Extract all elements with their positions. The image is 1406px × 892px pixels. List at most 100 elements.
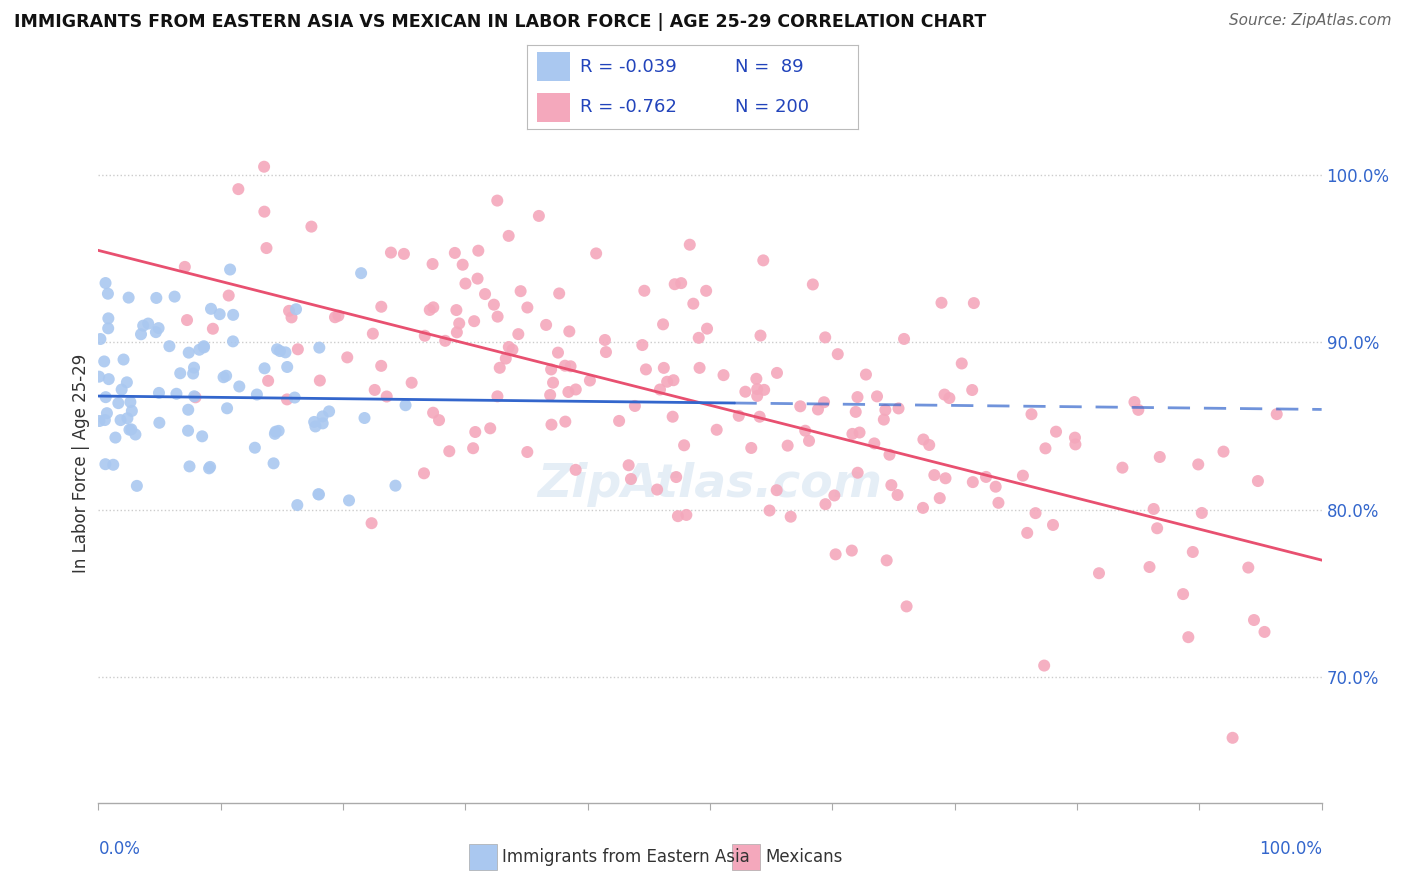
Point [422,406,444,420]
Point [823,488,845,502]
Point [879,448,901,462]
Point [120,422,142,436]
Point [276,392,298,407]
Point [308,487,330,501]
Point [1243,613,1265,627]
Point [695,284,717,298]
Point [749,328,772,343]
Point [148,321,170,335]
Point [463,314,485,328]
Point [516,301,538,315]
Point [94,457,117,471]
Point [776,439,799,453]
Point [1025,506,1047,520]
Point [166,386,188,401]
Point [311,409,333,424]
Point [454,277,477,291]
Point [449,317,471,331]
Point [748,409,770,424]
Point [145,325,167,339]
Point [1139,560,1161,574]
Point [461,441,484,455]
Point [434,334,457,348]
Bar [733,844,761,871]
Point [516,445,538,459]
Point [620,472,643,486]
Point [269,344,291,359]
Text: 0.0%: 0.0% [98,839,141,857]
Point [984,480,1007,494]
Point [918,438,941,452]
Point [747,382,769,396]
Point [488,360,510,375]
Point [446,326,468,340]
Point [201,322,224,336]
Bar [537,93,571,121]
Text: Immigrants from Eastern Asia: Immigrants from Eastern Asia [502,848,749,866]
Point [263,456,285,470]
Point [336,351,359,365]
Point [745,372,768,386]
Point [987,496,1010,510]
Point [896,599,918,614]
Point [443,246,465,260]
Point [1128,403,1150,417]
Point [1042,518,1064,533]
Point [486,194,509,208]
Point [1123,395,1146,409]
Point [962,475,984,489]
Text: N = 200: N = 200 [735,98,810,116]
Point [534,318,557,332]
Point [176,313,198,327]
Point [89,414,111,428]
Point [353,411,375,425]
Point [93,354,115,368]
Point [360,516,382,531]
Point [120,395,142,409]
Point [422,301,444,315]
Point [934,471,956,485]
Point [814,497,837,511]
Point [228,182,250,196]
Point [579,374,602,388]
Point [253,361,276,376]
Point [111,383,134,397]
Point [278,303,301,318]
Point [1181,545,1204,559]
Point [285,302,308,317]
Point [557,384,579,399]
Point [617,458,640,473]
Point [673,438,696,452]
Point [264,426,287,441]
Point [427,413,450,427]
Point [866,389,889,403]
Point [302,415,325,429]
Point [179,459,201,474]
Point [752,253,775,268]
Point [652,360,675,375]
Point [631,338,654,352]
Point [645,483,668,497]
Point [1171,587,1194,601]
Point [911,500,934,515]
Point [747,389,769,403]
Point [482,298,505,312]
Point [125,479,148,493]
Point [380,245,402,260]
Point [132,318,155,333]
Point [560,359,582,374]
Text: R = -0.039: R = -0.039 [581,58,676,76]
Point [928,491,950,505]
Point [467,244,489,258]
Point [215,368,238,383]
Point [846,466,869,480]
Point [564,463,586,477]
Point [266,343,288,357]
Point [280,310,302,325]
Point [1247,474,1270,488]
Point [827,347,849,361]
Point [1045,425,1067,439]
Point [1064,437,1087,451]
Point [665,470,688,484]
Point [666,509,689,524]
